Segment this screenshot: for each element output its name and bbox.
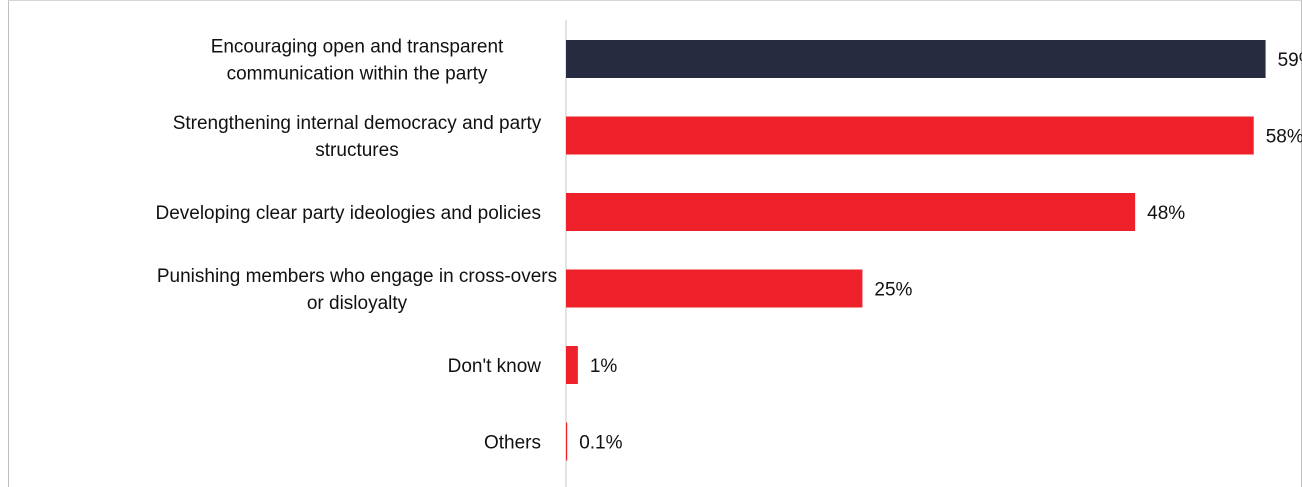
value-label-3: 25%	[874, 280, 912, 301]
category-label-3-line-0: Punishing members who engage in cross-ov…	[157, 266, 557, 287]
category-label-3-line-1: or disloyalty	[307, 293, 408, 314]
category-label-0: Encouraging open and transparent communic…	[211, 37, 504, 85]
category-labels-layer: Encouraging open and transparent communic…	[155, 37, 557, 454]
category-label-5-line-0: Others	[484, 433, 541, 454]
category-label-2: Developing clear party ideologies and po…	[155, 203, 541, 224]
bar-4	[566, 346, 578, 384]
category-label-0-line-0: Encouraging open and transparent	[211, 37, 504, 58]
category-label-1: Strengthening internal democracy and par…	[173, 113, 542, 161]
value-label-4: 1%	[590, 356, 618, 377]
category-label-3: Punishing members who engage in cross-ov…	[157, 266, 557, 314]
value-label-5: 0.1%	[579, 433, 622, 454]
value-label-2: 48%	[1147, 203, 1185, 224]
bar-2	[566, 193, 1136, 231]
category-label-0-line-1: communication within the party	[227, 64, 488, 85]
bar-5	[566, 422, 568, 461]
category-label-4-line-0: Don't know	[448, 356, 542, 377]
bars-layer	[566, 40, 1266, 461]
bar-0	[566, 40, 1266, 78]
bar-1	[566, 116, 1254, 155]
value-label-0: 59%	[1278, 50, 1302, 71]
category-label-1-line-1: structures	[315, 140, 398, 161]
category-label-5: Others	[484, 433, 541, 454]
value-labels-layer: 59% 58% 48% 25% 1% 0.1%	[579, 50, 1302, 454]
category-label-2-line-0: Developing clear party ideologies and po…	[155, 203, 541, 224]
value-label-1: 58%	[1266, 127, 1302, 148]
chart-frame	[8, 0, 1302, 487]
category-label-4: Don't know	[448, 356, 542, 377]
bar-3	[566, 269, 863, 308]
category-label-1-line-0: Strengthening internal democracy and par…	[173, 113, 542, 134]
